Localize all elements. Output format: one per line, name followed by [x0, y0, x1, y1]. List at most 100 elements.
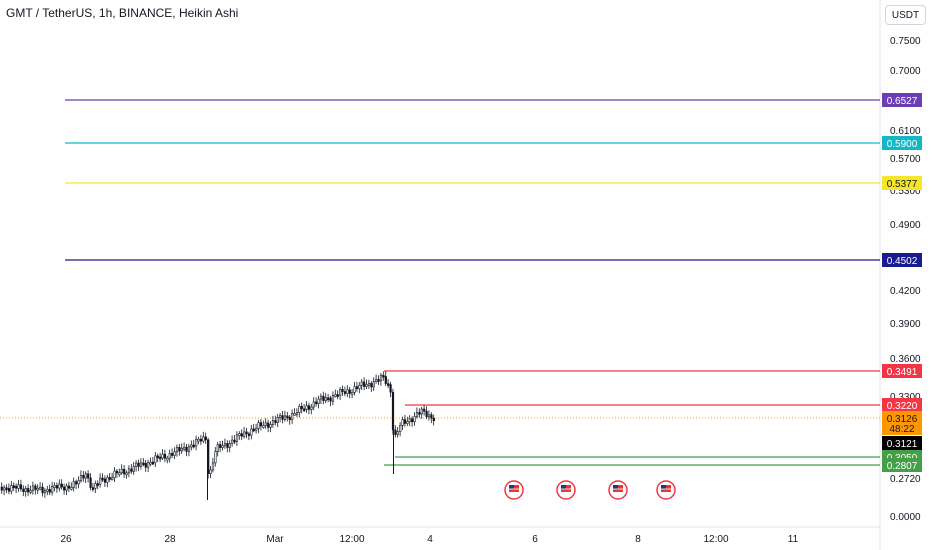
- time-axis[interactable]: 26 28 Mar 12:00 4 6 8 12:00 11: [60, 534, 798, 545]
- candle-body: [178, 447, 181, 452]
- candle-body: [192, 444, 195, 448]
- candle-body: [197, 438, 200, 442]
- candle-body: [255, 427, 258, 431]
- y-tick-label: 0.3600: [890, 354, 921, 365]
- candle-body: [370, 383, 373, 388]
- candle-body: [430, 414, 433, 419]
- y-tick-label: 0.0000: [890, 512, 921, 523]
- x-tick-label: 11: [788, 534, 799, 545]
- candle-body: [401, 419, 404, 426]
- candle-body: [53, 485, 56, 488]
- candle-body: [55, 485, 59, 489]
- us-flag-event-icon[interactable]: [608, 480, 628, 500]
- x-tick-label: 8: [635, 534, 641, 545]
- candle-body: [91, 487, 95, 490]
- candle-body: [29, 490, 32, 493]
- us-flag-event-icon[interactable]: [656, 480, 676, 500]
- flag-canton: [509, 485, 514, 489]
- candle-body: [367, 383, 371, 386]
- y-tick-label: 0.2720: [890, 474, 921, 485]
- candle-body: [425, 410, 428, 418]
- candle-body: [252, 428, 255, 432]
- us-flag-event-icon[interactable]: [556, 480, 576, 500]
- currency-button[interactable]: USDT: [885, 5, 926, 25]
- candle-body: [427, 414, 431, 418]
- candle-body: [377, 379, 380, 382]
- candle-body: [221, 445, 224, 448]
- candle-body: [319, 395, 323, 400]
- candle-body: [204, 436, 207, 441]
- us-flag-event-icon[interactable]: [504, 480, 524, 500]
- candle-body: [125, 472, 128, 476]
- candle-body: [233, 439, 236, 443]
- candle-body: [274, 420, 277, 423]
- event-markers: [504, 480, 676, 500]
- candle-body: [118, 472, 121, 476]
- candle-body: [432, 417, 435, 422]
- candle-body: [84, 473, 87, 479]
- y-tick-label: 0.7000: [890, 66, 921, 77]
- candle-body: [327, 397, 330, 401]
- candle-body: [123, 468, 126, 475]
- candle-body: [238, 433, 241, 436]
- candle-body: [250, 428, 253, 436]
- level-price-tag-text: 0.4502: [887, 256, 918, 267]
- level-price-tag-text: 0.2807: [887, 461, 918, 472]
- candle-body: [103, 478, 107, 483]
- candle-body: [317, 398, 320, 404]
- candle-body: [216, 444, 219, 452]
- level-price-tag-bg: [882, 136, 922, 150]
- level-price-tag-bg: [882, 398, 922, 412]
- candle-body: [108, 477, 111, 480]
- candle-body: [363, 381, 366, 387]
- candle-body: [291, 413, 294, 421]
- candle-body: [51, 486, 54, 493]
- candle-body: [34, 485, 37, 490]
- candle-body: [19, 484, 23, 490]
- candle-body: [166, 457, 169, 461]
- candle-body: [406, 421, 409, 424]
- candle-body: [415, 412, 419, 417]
- candle-body: [27, 488, 30, 493]
- candle-body: [149, 461, 152, 465]
- candle-body: [7, 488, 11, 492]
- candle-body: [243, 431, 246, 437]
- candle-body: [65, 485, 68, 491]
- candle-body: [351, 392, 354, 395]
- y-tick-label: 0.5700: [890, 154, 921, 165]
- candle-body: [420, 408, 423, 415]
- candle-body: [339, 389, 342, 396]
- last-price-tag: 0.3121: [882, 436, 922, 450]
- candle-body: [312, 401, 315, 408]
- level-price-tag-text: 0.3220: [887, 401, 918, 412]
- candle-body: [12, 485, 15, 488]
- price-axis[interactable]: 0.7500 0.7000 0.6100 0.5700 0.5300 0.4900 0.42…: [890, 36, 921, 523]
- candle-body: [353, 386, 356, 393]
- candle-body: [322, 395, 325, 401]
- level-price-tag: 0.5900: [882, 136, 922, 150]
- candlestick-series: [0, 371, 435, 500]
- candle-body: [17, 484, 20, 489]
- level-price-tag-bg: [882, 458, 922, 472]
- candle-body: [293, 412, 296, 416]
- candle-body: [87, 473, 90, 479]
- y-tick-label: 0.6100: [890, 126, 921, 137]
- candle-body: [226, 443, 229, 448]
- candle-body: [48, 489, 51, 493]
- x-tick-label: 6: [532, 534, 538, 545]
- candle-body: [10, 485, 13, 492]
- candle-body: [298, 405, 301, 413]
- horizontal-levels: [65, 99, 880, 466]
- candle-body: [173, 451, 176, 456]
- candle-body: [257, 422, 260, 429]
- level-price-tag: 0.3491: [882, 364, 922, 378]
- candle-body: [39, 486, 42, 490]
- candle-body: [245, 431, 248, 435]
- candle-body: [115, 470, 119, 474]
- candle-body: [408, 418, 411, 422]
- candle-body: [379, 374, 383, 382]
- candle-body: [295, 412, 299, 415]
- candle-body: [101, 477, 104, 481]
- candle-body: [396, 431, 399, 435]
